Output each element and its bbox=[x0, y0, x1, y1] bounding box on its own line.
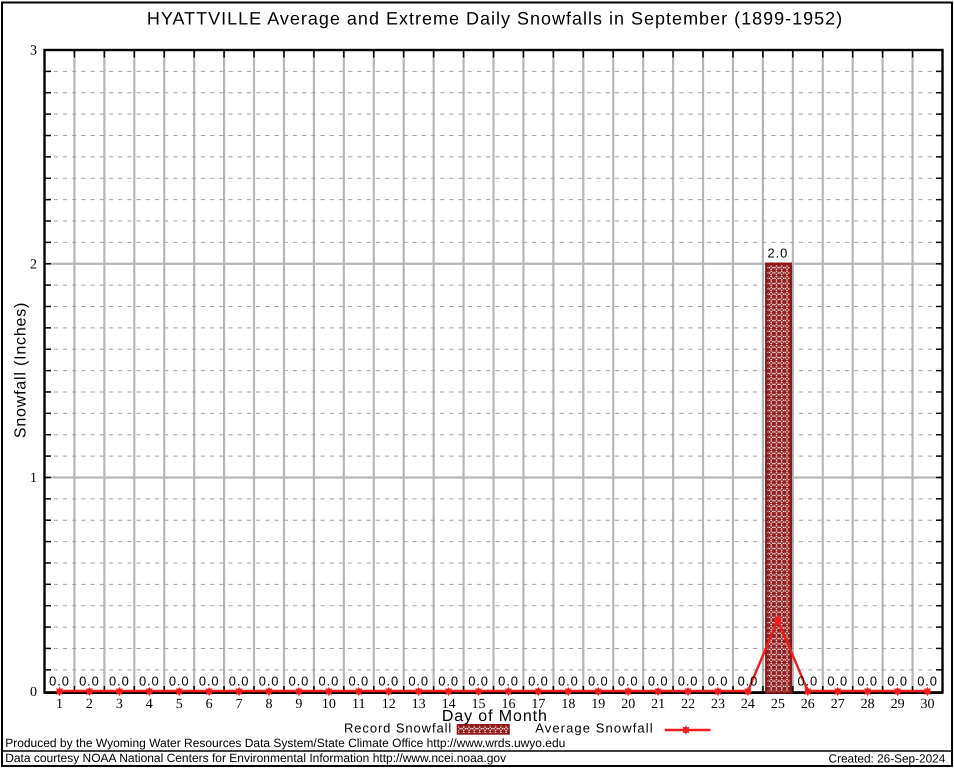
svg-text:Record Snowfall: Record Snowfall bbox=[344, 721, 452, 736]
svg-text:2: 2 bbox=[86, 697, 93, 712]
svg-text:20: 20 bbox=[621, 697, 635, 712]
svg-text:25: 25 bbox=[771, 697, 785, 712]
svg-text:0.0: 0.0 bbox=[678, 674, 699, 689]
svg-text:0.0: 0.0 bbox=[648, 674, 669, 689]
svg-text:0.0: 0.0 bbox=[109, 674, 130, 689]
svg-text:0: 0 bbox=[30, 685, 37, 700]
svg-text:0.0: 0.0 bbox=[498, 674, 519, 689]
svg-text:4: 4 bbox=[146, 697, 153, 712]
svg-text:Data courtesy NOAA National Ce: Data courtesy NOAA National Centers for … bbox=[5, 751, 506, 765]
svg-text:24: 24 bbox=[741, 697, 755, 712]
svg-text:0.0: 0.0 bbox=[319, 674, 340, 689]
svg-text:0.0: 0.0 bbox=[139, 674, 160, 689]
svg-text:17: 17 bbox=[531, 697, 545, 712]
svg-text:Average Snowfall: Average Snowfall bbox=[535, 721, 654, 736]
svg-text:0.0: 0.0 bbox=[738, 674, 759, 689]
svg-text:1: 1 bbox=[30, 471, 37, 486]
svg-text:7: 7 bbox=[236, 697, 243, 712]
svg-text:0.0: 0.0 bbox=[199, 674, 220, 689]
svg-text:0.0: 0.0 bbox=[259, 674, 280, 689]
svg-text:10: 10 bbox=[322, 697, 336, 712]
svg-text:0.0: 0.0 bbox=[887, 674, 908, 689]
svg-text:18: 18 bbox=[561, 697, 575, 712]
svg-text:8: 8 bbox=[266, 697, 273, 712]
svg-text:26: 26 bbox=[801, 697, 815, 712]
svg-text:2.0: 2.0 bbox=[768, 246, 789, 261]
svg-text:0.0: 0.0 bbox=[528, 674, 549, 689]
svg-text:12: 12 bbox=[382, 697, 396, 712]
svg-text:0.0: 0.0 bbox=[49, 674, 70, 689]
svg-text:0.0: 0.0 bbox=[917, 674, 938, 689]
svg-text:0.0: 0.0 bbox=[468, 674, 489, 689]
svg-text:0.0: 0.0 bbox=[408, 674, 429, 689]
svg-text:3: 3 bbox=[30, 44, 37, 59]
svg-text:0.0: 0.0 bbox=[289, 674, 310, 689]
svg-text:22: 22 bbox=[681, 697, 695, 712]
svg-text:0.0: 0.0 bbox=[708, 674, 729, 689]
svg-text:0.0: 0.0 bbox=[79, 674, 100, 689]
svg-text:14: 14 bbox=[442, 697, 456, 712]
svg-text:6: 6 bbox=[206, 697, 213, 712]
svg-text:0.0: 0.0 bbox=[348, 674, 369, 689]
svg-text:0.0: 0.0 bbox=[378, 674, 399, 689]
svg-text:3: 3 bbox=[116, 697, 123, 712]
svg-text:0.0: 0.0 bbox=[857, 674, 878, 689]
svg-text:0.0: 0.0 bbox=[827, 674, 848, 689]
svg-text:11: 11 bbox=[352, 697, 365, 712]
svg-text:1: 1 bbox=[56, 697, 63, 712]
svg-text:5: 5 bbox=[176, 697, 183, 712]
svg-text:2: 2 bbox=[30, 257, 37, 272]
svg-text:28: 28 bbox=[861, 697, 875, 712]
svg-text:27: 27 bbox=[831, 697, 845, 712]
svg-text:0.0: 0.0 bbox=[558, 674, 579, 689]
svg-text:0.0: 0.0 bbox=[438, 674, 459, 689]
svg-text:21: 21 bbox=[651, 697, 665, 712]
svg-text:23: 23 bbox=[711, 697, 725, 712]
svg-text:16: 16 bbox=[501, 697, 515, 712]
svg-text:19: 19 bbox=[591, 697, 605, 712]
svg-text:Snowfall (Inches): Snowfall (Inches) bbox=[13, 302, 30, 438]
svg-text:9: 9 bbox=[295, 697, 302, 712]
svg-text:0.0: 0.0 bbox=[169, 674, 190, 689]
svg-text:30: 30 bbox=[921, 697, 935, 712]
svg-text:13: 13 bbox=[412, 697, 426, 712]
svg-text:Produced by the Wyoming Water: Produced by the Wyoming Water Resources … bbox=[5, 736, 565, 750]
svg-text:0.0: 0.0 bbox=[618, 674, 639, 689]
svg-text:29: 29 bbox=[891, 697, 905, 712]
svg-text:0.0: 0.0 bbox=[229, 674, 250, 689]
svg-text:Created: 26-Sep-2024: Created: 26-Sep-2024 bbox=[829, 751, 946, 765]
svg-text:HYATTVILLE Average and Extreme: HYATTVILLE Average and Extreme Daily Sno… bbox=[147, 9, 843, 29]
svg-text:0.0: 0.0 bbox=[797, 674, 818, 689]
svg-text:Day of Month: Day of Month bbox=[442, 708, 548, 725]
svg-text:0.0: 0.0 bbox=[588, 674, 609, 689]
svg-text:15: 15 bbox=[472, 697, 486, 712]
